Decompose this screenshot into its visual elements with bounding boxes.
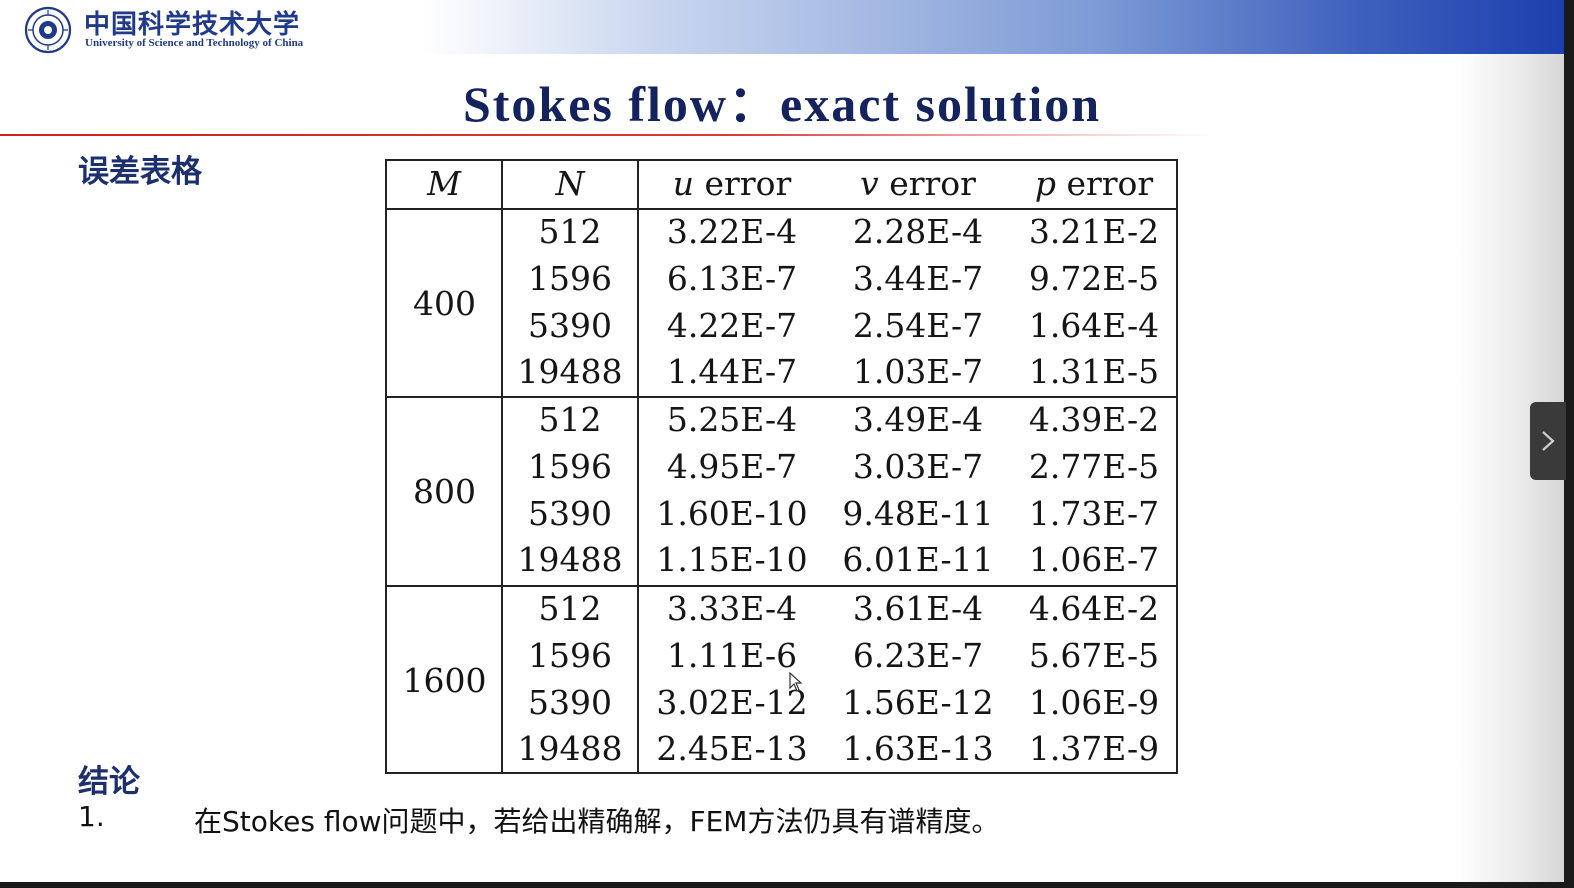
table-cell-p: 1.37E-9 xyxy=(1028,729,1160,769)
table-cell-n: 512 xyxy=(538,212,602,251)
table-cell-u: 3.02E-12 xyxy=(656,682,808,722)
table-divider-group-1 xyxy=(387,396,1176,398)
table-cell-v: 2.54E-7 xyxy=(852,305,984,345)
header-banner xyxy=(0,0,1564,54)
table-cell-v: 3.49E-4 xyxy=(852,400,984,439)
table-cell-n: 512 xyxy=(538,400,602,439)
table-cell-n: 1596 xyxy=(528,635,612,675)
table-cell-n: 19488 xyxy=(517,540,623,580)
table-cell-u: 1.44E-7 xyxy=(666,352,798,392)
table-cell-u: 3.22E-4 xyxy=(666,212,798,251)
table-cell-p: 1.31E-5 xyxy=(1028,352,1160,392)
table-cell-u: 5.25E-4 xyxy=(666,400,798,439)
table-cell-v: 3.03E-7 xyxy=(852,446,984,486)
table-divider-header xyxy=(387,208,1176,210)
ustc-seal-icon xyxy=(24,6,72,54)
table-divider-col-n xyxy=(637,161,639,772)
header-v-var: v xyxy=(860,164,879,203)
header-n: N xyxy=(555,164,585,203)
table-cell-u: 3.33E-4 xyxy=(666,589,798,628)
table-cell-p: 9.72E-5 xyxy=(1028,258,1160,298)
table-cell-n: 1596 xyxy=(528,258,612,298)
table-cell-p: 5.67E-5 xyxy=(1028,635,1160,675)
header-m: M xyxy=(427,164,461,203)
table-cell-p: 1.64E-4 xyxy=(1028,305,1160,345)
table-cell-v: 2.28E-4 xyxy=(852,212,984,251)
table-section-label: 误差表格 xyxy=(78,154,202,190)
table-cell-u: 1.11E-6 xyxy=(666,635,798,675)
header-u-var: u xyxy=(672,164,695,203)
table-cell-v: 1.03E-7 xyxy=(852,352,984,392)
table-cell-p: 2.77E-5 xyxy=(1028,446,1160,486)
table-cell-v: 1.56E-12 xyxy=(842,682,994,722)
table-cell-v: 6.23E-7 xyxy=(852,635,984,675)
table-cell-v: 9.48E-11 xyxy=(842,493,994,533)
university-name-cn: 中国科学技术大学 xyxy=(84,10,301,40)
conclusion-label: 结论 xyxy=(78,764,140,800)
table-cell-m: 1600 xyxy=(402,660,487,700)
table-divider-col-m xyxy=(501,161,503,772)
header-error-word: error xyxy=(889,164,976,203)
mouse-pointer-icon xyxy=(789,672,803,692)
table-cell-u: 4.95E-7 xyxy=(666,446,798,486)
table-cell-n: 512 xyxy=(538,589,602,628)
table-cell-u: 1.15E-10 xyxy=(656,540,808,580)
header-p-var: p xyxy=(1034,164,1056,203)
table-cell-n: 1596 xyxy=(528,446,612,486)
header-error-word: error xyxy=(704,164,792,203)
table-cell-v: 1.63E-13 xyxy=(842,729,994,769)
table-cell-m: 800 xyxy=(413,471,476,511)
header-u-error: u error xyxy=(639,161,825,207)
table-cell-n: 19488 xyxy=(517,729,623,769)
chevron-right-icon xyxy=(1542,431,1555,451)
table-cell-v: 3.61E-4 xyxy=(852,589,984,628)
conclusion-number: 1. xyxy=(78,800,105,833)
table-cell-n: 5390 xyxy=(528,682,612,722)
table-cell-p: 3.21E-2 xyxy=(1028,212,1160,251)
table-cell-p: 4.64E-2 xyxy=(1028,589,1160,628)
table-cell-v: 3.44E-7 xyxy=(852,258,984,298)
table-cell-n: 5390 xyxy=(528,493,612,533)
table-cell-m: 400 xyxy=(413,283,476,323)
table-cell-u: 4.22E-7 xyxy=(666,305,798,345)
conclusion-text: 在Stokes flow问题中，若给出精确解，FEM方法仍具有谱精度。 xyxy=(194,805,1000,838)
table-cell-p: 1.73E-7 xyxy=(1028,493,1160,533)
header-v-error: v error xyxy=(825,161,1011,207)
table-cell-p: 1.06E-9 xyxy=(1028,682,1160,722)
table-cell-u: 2.45E-13 xyxy=(656,729,808,769)
header-error-word: error xyxy=(1066,164,1154,203)
table-cell-u: 1.60E-10 xyxy=(656,493,808,533)
table-cell-n: 19488 xyxy=(517,352,623,392)
error-table: M N u error v error p error 400 512 3.22E-… xyxy=(385,159,1178,774)
title-divider xyxy=(0,134,1220,136)
table-cell-u: 6.13E-7 xyxy=(666,258,798,298)
table-cell-p: 1.06E-7 xyxy=(1028,540,1160,580)
header-p-error: p error xyxy=(1011,161,1177,207)
table-cell-v: 6.01E-11 xyxy=(842,540,994,580)
slide-title: Stokes flow：exact solution xyxy=(462,76,1102,132)
table-cell-p: 4.39E-2 xyxy=(1028,400,1160,439)
university-name-en: University of Science and Technology of … xyxy=(85,37,304,49)
table-divider-group-2 xyxy=(387,585,1176,587)
next-slide-button[interactable] xyxy=(1530,402,1566,480)
table-cell-n: 5390 xyxy=(528,305,612,345)
